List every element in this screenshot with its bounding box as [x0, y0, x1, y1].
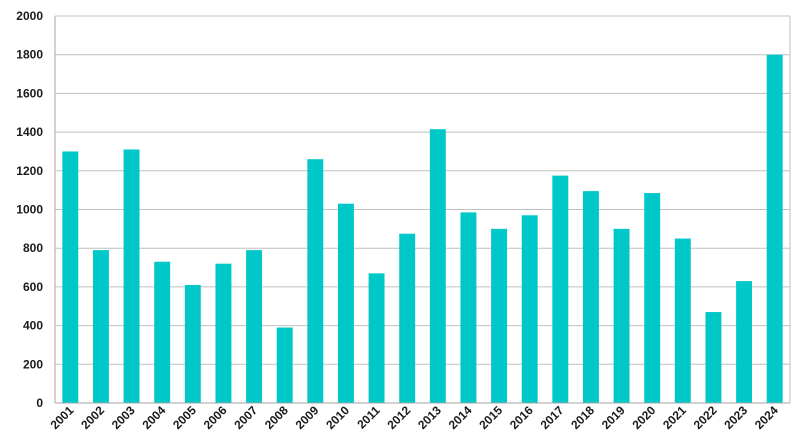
bars — [62, 54, 783, 403]
y-tick-label: 800 — [23, 241, 43, 255]
bar-2022 — [705, 312, 722, 403]
bar-2012 — [399, 233, 416, 403]
x-tick-label: 2015 — [476, 403, 505, 432]
axes — [54, 15, 791, 404]
bar-2019 — [613, 228, 630, 403]
x-tick-label: 2018 — [568, 403, 597, 432]
x-tick-label: 2019 — [599, 403, 628, 432]
x-tick-label: 2021 — [660, 403, 689, 432]
x-tick-label: 2022 — [691, 403, 720, 432]
bar-2008 — [276, 327, 293, 403]
y-tick-label: 1200 — [16, 164, 43, 178]
x-tick-label: 2005 — [170, 403, 199, 432]
bar-2013 — [429, 129, 446, 403]
bar-2001 — [62, 151, 79, 403]
x-tick-label: 2010 — [323, 403, 352, 432]
bar-2016 — [521, 215, 538, 403]
x-tick-label: 2020 — [630, 403, 659, 432]
x-tick-label: 2003 — [109, 403, 138, 432]
x-tick-label: 2008 — [262, 403, 291, 432]
bar-2003 — [123, 149, 140, 403]
y-tick-label: 0 — [36, 396, 43, 410]
bar-2004 — [154, 261, 171, 403]
x-tick-label: 2001 — [48, 403, 77, 432]
bar-2020 — [644, 193, 661, 403]
y-tick-label: 600 — [23, 280, 43, 294]
bar-2005 — [184, 284, 201, 403]
bar-2010 — [337, 203, 354, 403]
x-tick-label: 2004 — [140, 403, 169, 432]
bar-2009 — [307, 159, 324, 403]
x-tick-label: 2012 — [385, 403, 414, 432]
bar-2014 — [460, 212, 477, 403]
x-tick-label: 2024 — [752, 403, 781, 432]
x-tick-label: 2007 — [231, 403, 260, 432]
bar-2017 — [552, 175, 569, 403]
x-tick-label: 2016 — [507, 403, 536, 432]
y-tick-label: 1600 — [16, 86, 43, 100]
x-tick-label: 2009 — [293, 403, 322, 432]
y-tick-label: 200 — [23, 357, 43, 371]
x-tick-label: 2014 — [446, 403, 475, 432]
bar-2002 — [92, 250, 109, 403]
bar-2023 — [736, 281, 753, 403]
bar-2015 — [491, 228, 508, 403]
x-tick-label: 2013 — [415, 403, 444, 432]
y-tick-label: 2000 — [16, 9, 43, 23]
bar-2024 — [766, 54, 783, 403]
x-tick-label: 2006 — [201, 403, 230, 432]
y-axis-tick-labels: 0 200 400 600 800 1000 1200 1400 1600 1800 2000 — [16, 9, 43, 410]
x-tick-label: 2002 — [78, 403, 107, 432]
y-tick-label: 1000 — [16, 203, 43, 217]
x-axis-tick-labels: 2001 2002 2003 2004 2005 2006 2007 2008 2009 2010… — [48, 403, 781, 432]
bar-2021 — [674, 238, 691, 403]
y-tick-label: 400 — [23, 319, 43, 333]
x-tick-label: 2023 — [721, 403, 750, 432]
x-tick-label: 2017 — [538, 403, 567, 432]
bar-2011 — [368, 273, 385, 403]
bar-2007 — [246, 250, 263, 403]
bar-2006 — [215, 263, 232, 403]
y-tick-label: 1400 — [16, 125, 43, 139]
bar-2018 — [582, 191, 599, 403]
x-tick-label: 2011 — [354, 403, 383, 432]
y-tick-label: 1800 — [16, 48, 43, 62]
